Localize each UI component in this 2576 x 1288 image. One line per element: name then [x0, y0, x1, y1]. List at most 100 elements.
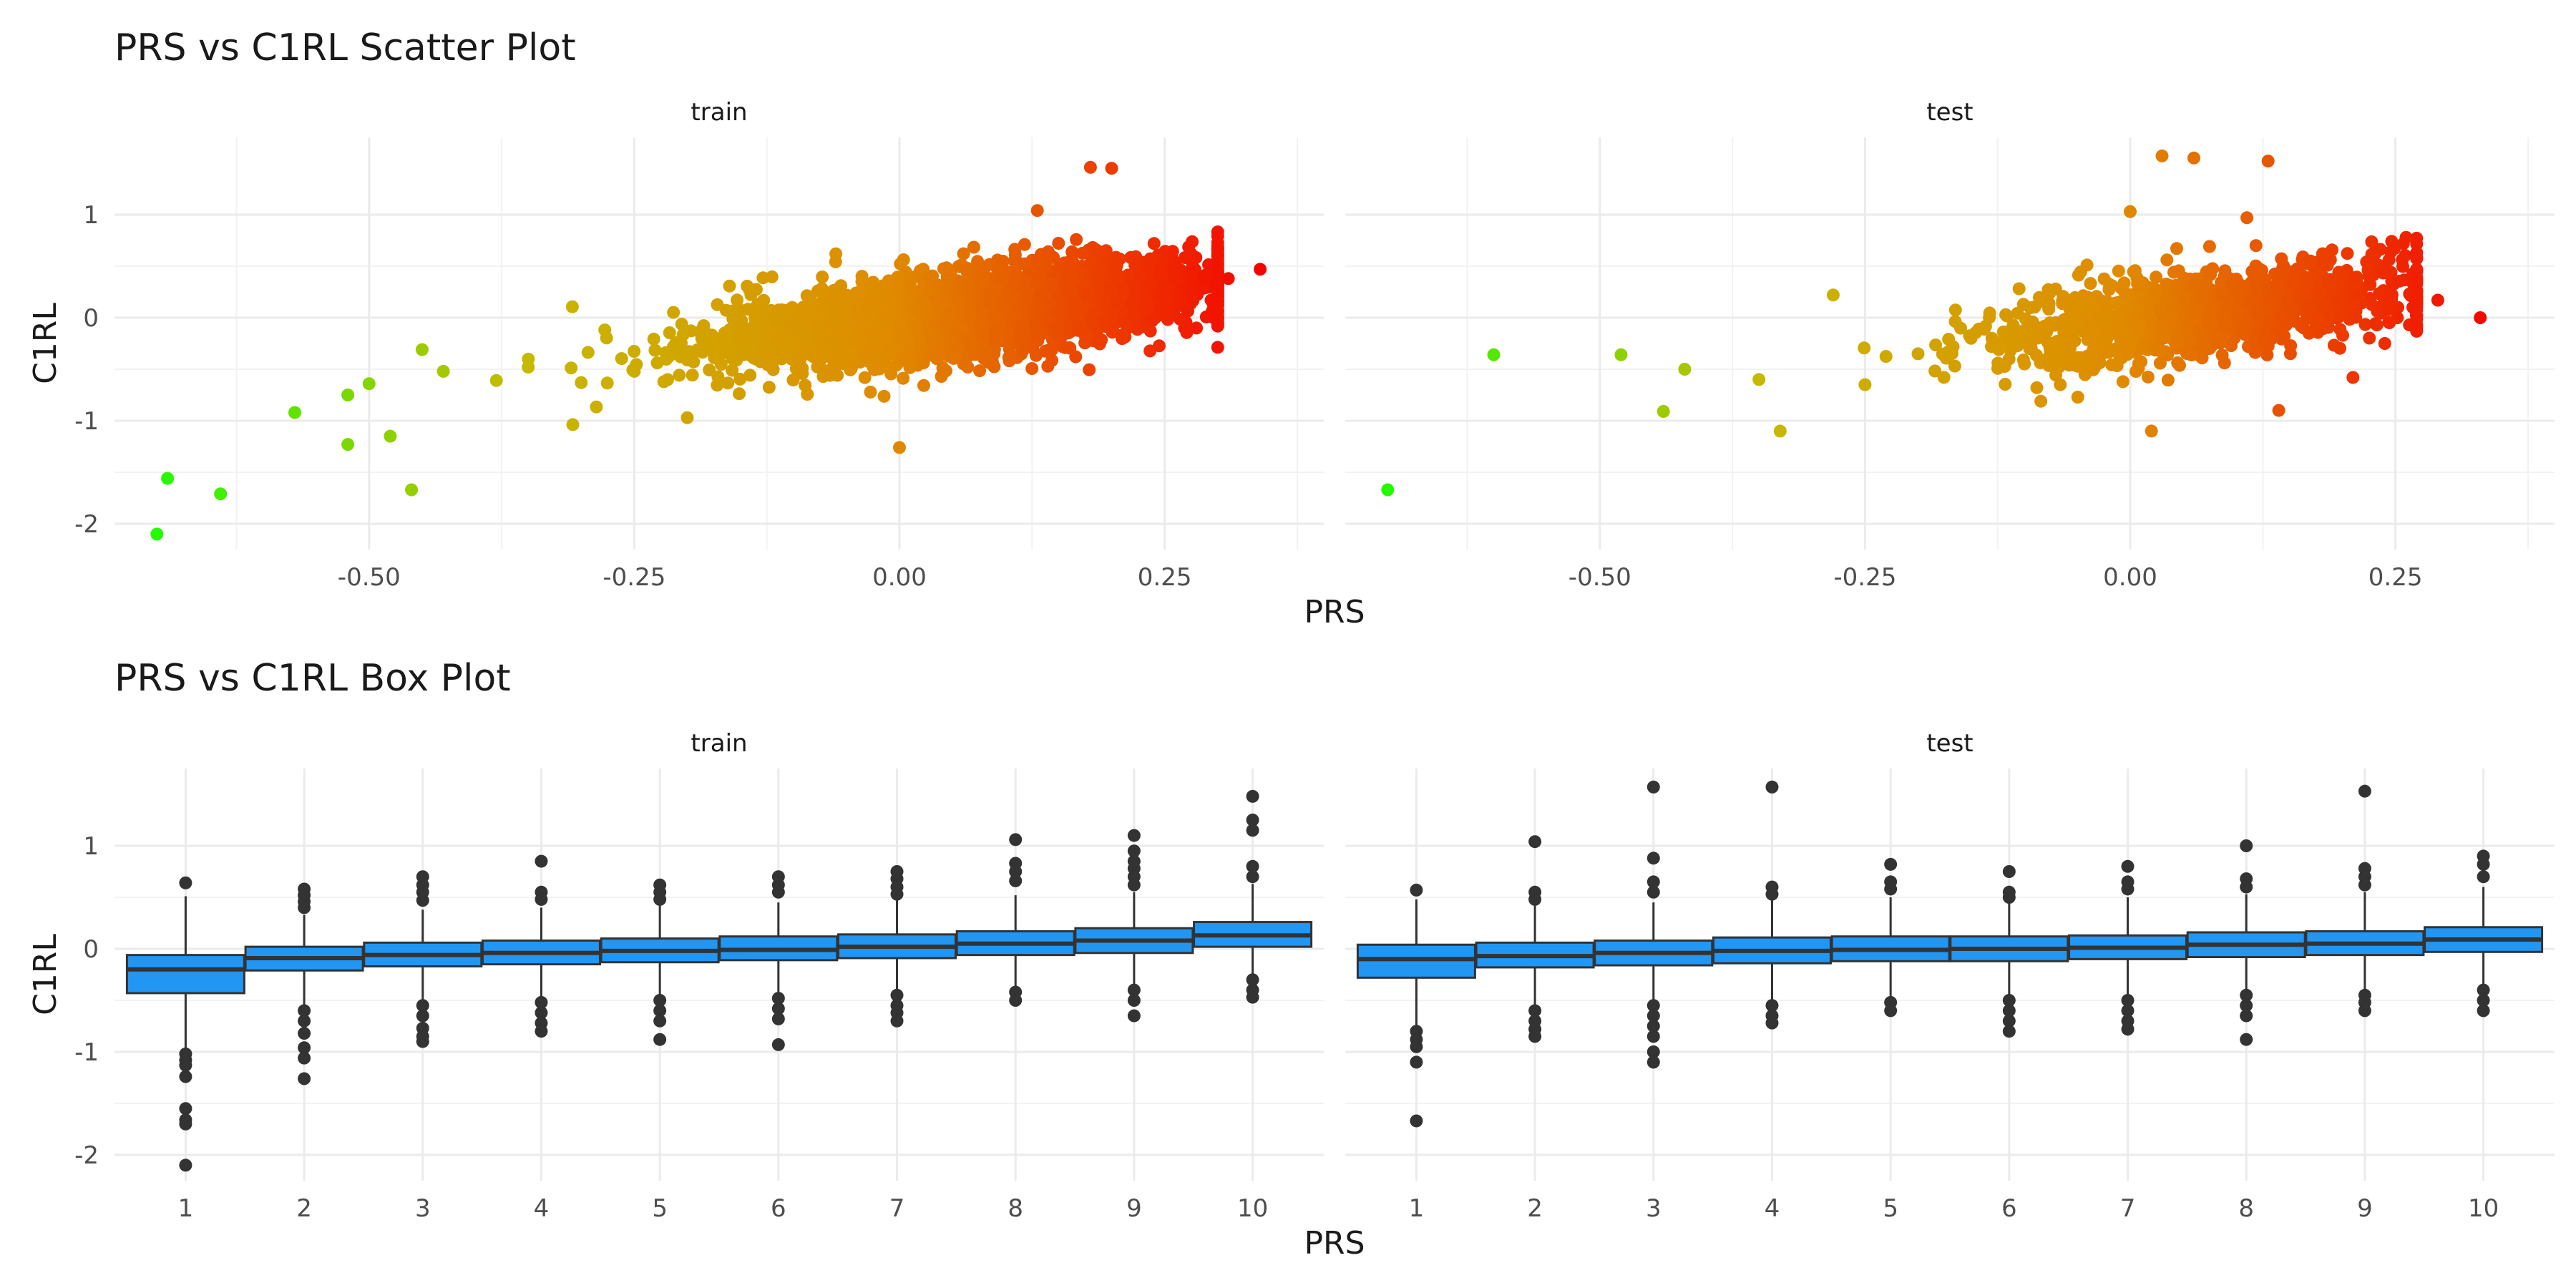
scatter-point [2350, 272, 2363, 286]
box-6 [718, 870, 839, 1051]
box-outlier [1884, 857, 1898, 871]
box-x-tick-label: 7 [2120, 1194, 2136, 1223]
scatter-point [852, 313, 866, 327]
box-title: PRS vs C1RL Box Plot [114, 657, 511, 700]
scatter-point [762, 381, 776, 394]
scatter-point [1939, 351, 1953, 365]
scatter-point [2312, 314, 2326, 328]
scatter-point [2265, 293, 2279, 306]
box-outlier [771, 885, 785, 899]
box-grid-train [114, 769, 1324, 1181]
scatter-point [415, 343, 429, 356]
scatter-point [2160, 278, 2173, 291]
scatter-points-test [1381, 149, 2487, 497]
scatter-point [743, 369, 757, 382]
scatter-point [816, 344, 829, 358]
box-outlier [2002, 891, 2016, 904]
scatter-point [2279, 318, 2293, 332]
scatter-point [2202, 240, 2216, 253]
scatter-point [1983, 311, 1996, 324]
scatter-point [824, 331, 837, 344]
scatter-point [2140, 306, 2154, 320]
scatter-point [1002, 354, 1016, 368]
box-10 [1193, 789, 1313, 1004]
scatter-point [1106, 312, 1119, 326]
box-outlier [535, 854, 548, 868]
scatter-point [1065, 272, 1078, 286]
scatter-point [756, 271, 770, 285]
scatter-point [741, 279, 754, 293]
scatter-point [1116, 332, 1129, 346]
box-grid-test [1345, 769, 2555, 1181]
scatter-point [1180, 326, 1194, 339]
scatter-point [2249, 283, 2263, 297]
scatter-point [2160, 253, 2174, 267]
scatter-point [904, 280, 917, 293]
scatter-point [703, 364, 716, 376]
scatter-point [1752, 373, 1766, 386]
box-outlier [1765, 999, 1779, 1013]
box-outlier [890, 887, 904, 901]
scatter-point [1211, 298, 1224, 312]
scatter-point [1084, 256, 1098, 270]
scatter-point [972, 318, 986, 332]
box-outlier [298, 1072, 311, 1085]
scatter-point [2301, 271, 2314, 285]
box-outlier [1127, 844, 1141, 858]
scatter-point [748, 311, 762, 325]
scatter-point [1190, 321, 1204, 335]
scatter-point [721, 376, 735, 390]
scatter-point [2199, 335, 2212, 348]
scatter-point [2141, 370, 2155, 384]
scatter-point [2474, 311, 2487, 324]
scatter-x-tick-label: 0.00 [872, 563, 927, 592]
scatter-point [2057, 290, 2070, 303]
scatter-point [2410, 275, 2424, 288]
box-x-tick-label: 10 [1237, 1194, 1268, 1223]
scatter-point [983, 297, 997, 311]
scatter-point [2297, 321, 2311, 335]
scatter-point [214, 487, 228, 501]
scatter-point [2017, 326, 2031, 340]
scatter-point [731, 293, 744, 307]
box-outlier [2240, 1033, 2253, 1046]
scatter-point [2365, 248, 2379, 261]
scatter-point [744, 328, 758, 341]
scatter-point [1030, 204, 1044, 218]
scatter-point [1063, 341, 1077, 355]
scatter-point [2153, 356, 2167, 370]
scatter-point [814, 326, 827, 339]
box-outlier [1009, 874, 1023, 887]
box-5 [1830, 857, 1951, 1018]
scatter-x-tick-label: 0.25 [1138, 563, 1192, 592]
scatter-point [826, 321, 840, 334]
scatter-point [2410, 298, 2424, 311]
box-outlier [1410, 1114, 1423, 1128]
scatter-point [1999, 378, 2012, 391]
box-outlier [1646, 1055, 1660, 1069]
scatter-point [987, 312, 1000, 326]
box-x-tick-label: 4 [534, 1194, 550, 1223]
scatter-point [590, 400, 603, 414]
scatter-point [858, 371, 872, 384]
scatter-point [901, 268, 914, 282]
scatter-point [936, 361, 950, 375]
box-x-tick-label: 3 [415, 1194, 431, 1223]
scatter-point [1937, 371, 1951, 384]
scatter-point [2135, 280, 2149, 294]
scatter-point [1018, 308, 1032, 321]
box-3 [363, 870, 483, 1048]
scatter-point [1105, 162, 1118, 175]
scatter-point [880, 330, 894, 343]
scatter-point [2372, 287, 2386, 301]
scatter-point [663, 326, 676, 339]
scatter-point [1041, 245, 1055, 258]
scatter-point [2410, 246, 2424, 260]
scatter-point [1092, 274, 1106, 288]
scatter-point [436, 364, 450, 378]
box-outlier [2002, 865, 2016, 878]
scatter-x-tick-label: -0.25 [1833, 563, 1896, 592]
scatter-point [980, 345, 993, 358]
scatter-point [615, 352, 628, 366]
